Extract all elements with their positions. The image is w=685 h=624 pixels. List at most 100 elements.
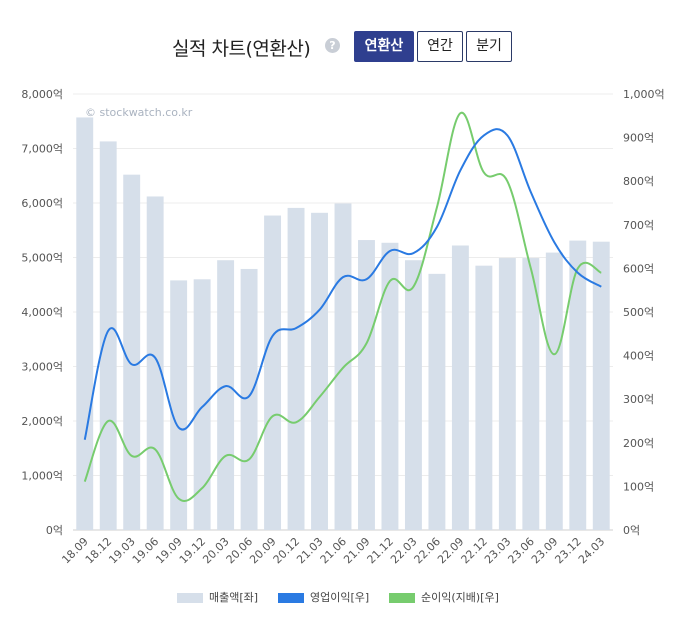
operating-profit-point xyxy=(389,250,391,252)
net-income-point xyxy=(342,367,344,369)
left-axis-tick: 1,000억 xyxy=(21,470,63,483)
legend-label-operating-profit: 영업이익[우] xyxy=(310,591,370,604)
performance-chart: 0억 1,000억 2,000억 3,000억 4,000억 5,000억 6,000억 7,… xyxy=(21,88,665,566)
right-axis-tick: 400억 xyxy=(623,350,654,363)
net-income-point xyxy=(600,272,602,274)
bar xyxy=(99,141,117,531)
left-axis-tick: 5,000억 xyxy=(21,252,63,265)
bar xyxy=(592,241,610,530)
right-axis-tick: 800억 xyxy=(623,175,654,188)
net-income-point xyxy=(365,342,367,344)
operating-profit-point xyxy=(224,385,226,387)
operating-profit-point xyxy=(295,327,297,329)
right-axis-tick: 300억 xyxy=(623,393,654,406)
operating-profit-point xyxy=(248,395,250,397)
help-icon[interactable]: ? xyxy=(325,38,340,53)
right-axis-tick: 700억 xyxy=(623,219,654,232)
bar xyxy=(498,258,516,530)
operating-profit-point xyxy=(459,169,461,171)
right-axis-tick: 200억 xyxy=(623,437,654,450)
net-income-point xyxy=(389,280,391,282)
net-income-point xyxy=(224,455,226,457)
chart-title: 실적 차트(연환산) xyxy=(172,38,311,60)
bar xyxy=(240,268,258,530)
legend-label-net-income: 순이익(지배)[우] xyxy=(421,591,499,604)
net-income-point xyxy=(412,286,414,288)
operating-profit-point xyxy=(506,134,508,136)
net-income-point xyxy=(248,458,250,460)
bar xyxy=(475,265,493,530)
net-income-point xyxy=(436,206,438,208)
left-axis-tick: 2,000억 xyxy=(21,415,63,428)
net-income-point xyxy=(483,171,485,173)
operating-profit-point xyxy=(600,286,602,288)
net-income-point xyxy=(201,487,203,489)
bar xyxy=(76,117,94,530)
left-axis-tick: 4,000억 xyxy=(21,306,63,319)
net-income-point xyxy=(154,448,156,450)
net-income-point xyxy=(506,180,508,182)
operating-profit-point xyxy=(318,309,320,311)
bar xyxy=(311,212,328,530)
operating-profit-point xyxy=(154,357,156,359)
left-axis-tick: 7,000억 xyxy=(21,143,63,156)
x-axis-tick: 24.03 xyxy=(576,535,607,566)
operating-profit-point xyxy=(483,134,485,136)
operating-profit-point xyxy=(577,272,579,274)
bar xyxy=(545,252,563,530)
legend-swatch-operating-profit xyxy=(278,593,304,603)
left-axis-tick: 8,000억 xyxy=(21,88,63,101)
legend-label-revenue: 매출액[좌] xyxy=(209,591,259,604)
operating-profit-point xyxy=(342,276,344,278)
right-axis-tick: 0억 xyxy=(623,524,640,537)
bar xyxy=(358,240,375,530)
right-axis-tick: 100억 xyxy=(623,480,654,493)
net-income-point xyxy=(318,396,320,398)
bar xyxy=(428,273,446,530)
bar xyxy=(381,242,399,530)
legend-swatch-net-income xyxy=(389,593,415,603)
bar xyxy=(569,240,587,531)
operating-profit-point xyxy=(107,330,109,332)
operating-profit-point xyxy=(553,241,555,243)
bar xyxy=(287,207,305,530)
net-income-point xyxy=(84,480,86,482)
operating-profit-point xyxy=(130,363,132,365)
net-income-point xyxy=(577,267,579,269)
bar xyxy=(404,260,422,530)
bar xyxy=(264,215,282,530)
bar xyxy=(522,258,540,530)
operating-profit-point xyxy=(177,426,179,428)
net-income-point xyxy=(177,497,179,499)
operating-profit-point xyxy=(530,191,532,193)
operating-profit-point xyxy=(365,278,367,280)
net-income-point xyxy=(130,455,132,457)
tab-annualized-button[interactable]: 연환산 xyxy=(354,31,414,62)
operating-profit-point xyxy=(201,406,203,408)
bar xyxy=(217,260,235,530)
right-axis-tick: 600억 xyxy=(623,262,654,275)
watermark: © stockwatch.co.kr xyxy=(85,106,193,119)
right-axis-tick: 1,000억 xyxy=(623,88,665,101)
bar xyxy=(170,280,188,530)
net-income-line xyxy=(83,112,602,502)
bar xyxy=(123,174,141,530)
net-income-point xyxy=(295,421,297,423)
tab-annual-button[interactable]: 연간 xyxy=(417,31,463,62)
net-income-point xyxy=(271,415,273,417)
operating-profit-line xyxy=(83,128,602,440)
operating-profit-point xyxy=(436,226,438,228)
operating-profit-point xyxy=(271,335,273,337)
legend-swatch-revenue xyxy=(177,593,203,603)
chart-header: 실적 차트(연환산) ? 연환산 연간 분기 xyxy=(0,30,685,66)
left-axis-tick: 3,000억 xyxy=(21,361,63,374)
left-axis-tick: 6,000억 xyxy=(21,197,63,210)
right-axis-tick: 900억 xyxy=(623,132,654,145)
chart-legend: 매출액[좌] 영업이익[우] 순이익(지배)[우] xyxy=(0,590,685,606)
operating-profit-point xyxy=(412,252,414,254)
net-income-point xyxy=(530,267,532,269)
net-income-point xyxy=(459,112,461,114)
operating-profit-point xyxy=(84,439,86,441)
tab-quarterly-button[interactable]: 분기 xyxy=(466,31,512,62)
net-income-point xyxy=(107,420,109,422)
